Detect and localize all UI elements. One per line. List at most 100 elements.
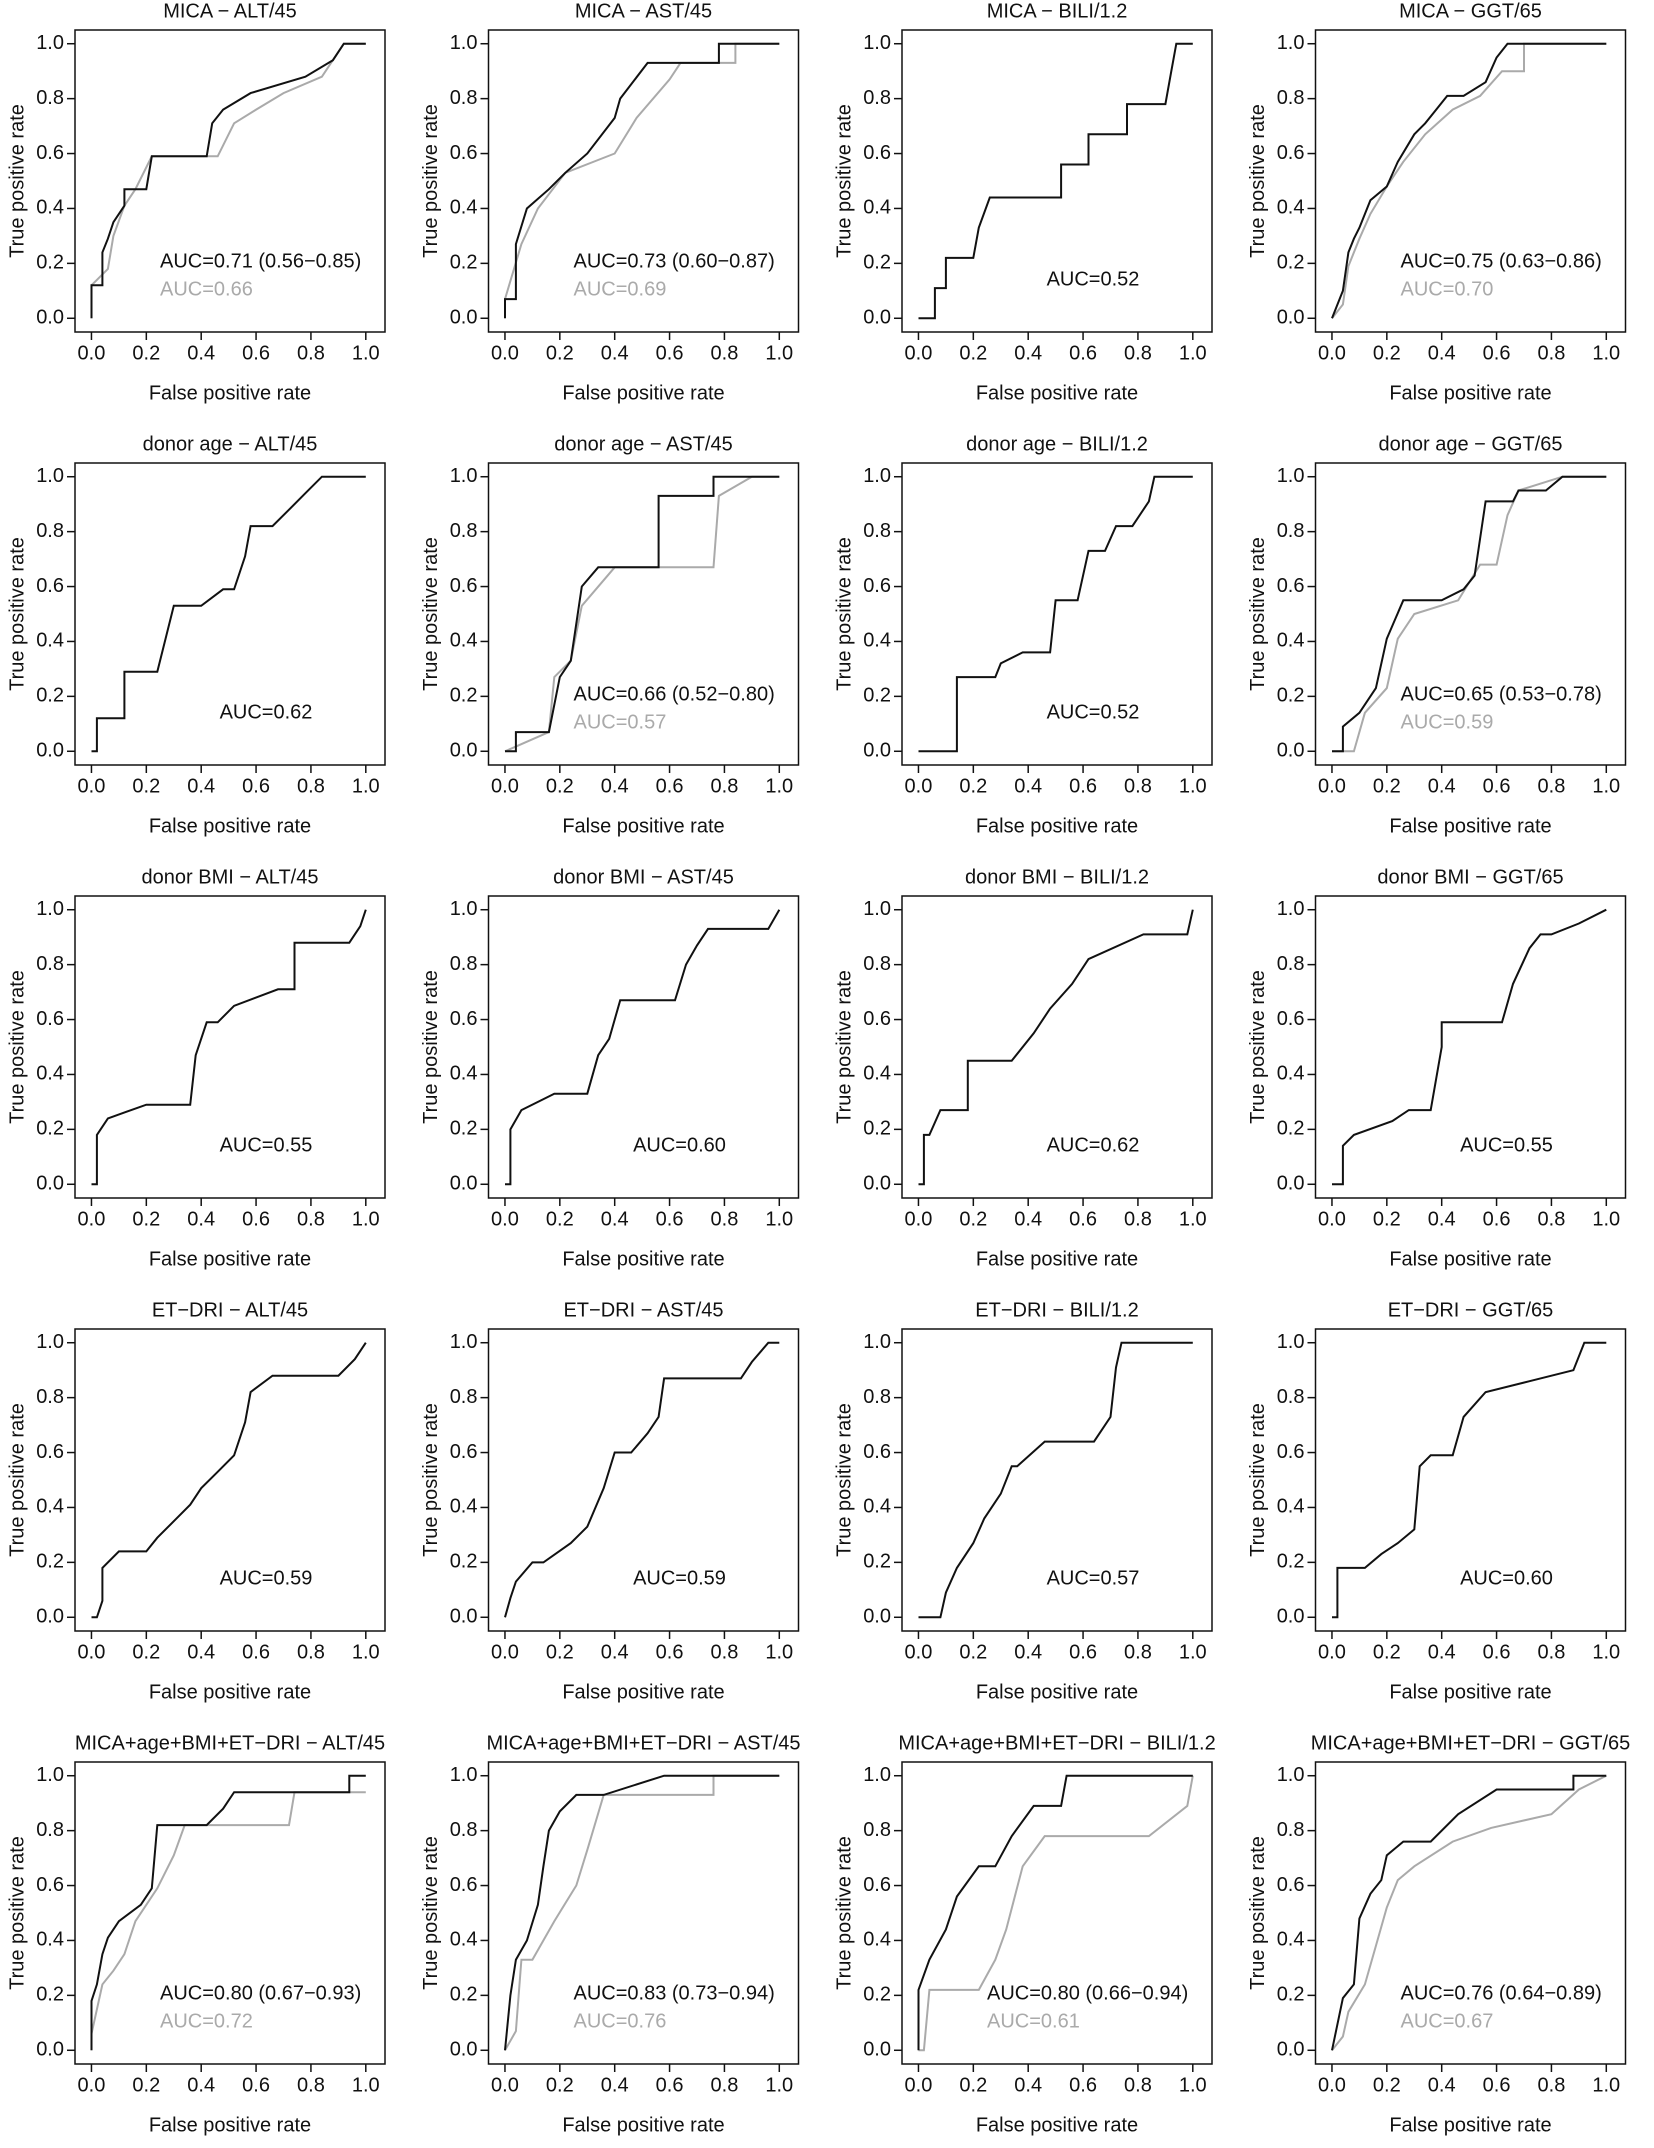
plot-frame (74, 895, 386, 1199)
x-tick-label: 0.4 (601, 1641, 629, 1663)
roc-curve (504, 42, 780, 319)
y-axis-label: True positive rate (1247, 104, 1269, 258)
y-tick-label: 0.0 (36, 740, 64, 762)
y-tick-label: 0.4 (36, 1929, 64, 1951)
x-tick-label: 0.6 (656, 2074, 684, 2096)
plot-frame (1314, 1328, 1627, 1632)
y-tick-label: 0.4 (1277, 1929, 1305, 1951)
auc-annotation: AUC=0.76 (0.64−0.89) (1401, 1982, 1602, 2004)
x-tick-label: 0.8 (297, 1208, 325, 1230)
roc-curve (1331, 42, 1607, 319)
x-tick-label: 1.0 (765, 1208, 793, 1230)
x-tick-label: 0.8 (1124, 2074, 1152, 2096)
x-tick-label: 0.8 (711, 342, 739, 364)
x-tick-label: 0.6 (656, 775, 684, 797)
y-tick-label: 1.0 (863, 465, 891, 487)
x-tick-label: 0.0 (1318, 2074, 1346, 2096)
y-tick-label: 0.2 (863, 1984, 891, 2006)
x-tick-label: 0.6 (1069, 775, 1097, 797)
x-tick-label: 0.2 (959, 775, 987, 797)
x-axis-label: False positive rate (149, 2114, 311, 2136)
y-tick-label: 0.2 (450, 685, 478, 707)
y-tick-label: 1.0 (1277, 898, 1305, 920)
x-tick-label: 0.2 (546, 1641, 574, 1663)
x-tick-label: 1.0 (352, 1641, 380, 1663)
y-tick-label: 0.4 (450, 630, 478, 652)
roc-curve (918, 475, 1193, 753)
x-tick-label: 0.4 (187, 1641, 215, 1663)
x-axis-label: False positive rate (1389, 382, 1551, 404)
y-tick-label: 0.2 (36, 1551, 64, 1573)
x-tick-label: 0.4 (601, 775, 629, 797)
y-tick-label: 0.2 (1277, 252, 1305, 274)
y-tick-label: 0.6 (863, 142, 891, 164)
auc-annotation: AUC=0.60 (633, 1134, 726, 1156)
plot-frame (74, 462, 386, 766)
y-tick-label: 0.2 (863, 1551, 891, 1573)
y-tick-label: 1.0 (1277, 32, 1305, 54)
x-tick-label: 1.0 (1592, 342, 1620, 364)
x-tick-label: 0.4 (601, 342, 629, 364)
x-tick-label: 0.4 (187, 342, 215, 364)
y-axis-label: True positive rate (833, 104, 855, 258)
x-tick-label: 0.0 (491, 1208, 519, 1230)
x-tick-label: 0.6 (242, 1641, 270, 1663)
y-tick-label: 1.0 (36, 465, 64, 487)
x-axis-label: False positive rate (562, 2114, 724, 2136)
chart-title: MICA+age+BMI+ET−DRI − GGT/65 (1311, 1732, 1631, 1754)
chart-title: ET−DRI − GGT/65 (1388, 1299, 1554, 1321)
y-tick-label: 0.2 (450, 1984, 478, 2006)
chart-title: ET−DRI − AST/45 (563, 1299, 723, 1321)
y-tick-label: 0.2 (36, 685, 64, 707)
x-tick-label: 0.4 (1428, 342, 1456, 364)
x-tick-label: 1.0 (1592, 775, 1620, 797)
y-tick-label: 0.4 (36, 1496, 64, 1518)
x-axis-label: False positive rate (149, 815, 311, 837)
x-tick-label: 1.0 (352, 1208, 380, 1230)
x-axis-label: False positive rate (562, 1248, 724, 1270)
x-tick-label: 0.4 (1014, 2074, 1042, 2096)
auc-annotation: AUC=0.66 (0.52−0.80) (574, 683, 775, 705)
y-tick-label: 1.0 (863, 898, 891, 920)
y-tick-label: 0.2 (36, 1984, 64, 2006)
x-tick-label: 1.0 (1592, 2074, 1620, 2096)
auc-annotation: AUC=0.67 (1401, 2010, 1494, 2032)
y-axis-label: True positive rate (6, 970, 28, 1124)
x-tick-label: 0.8 (711, 775, 739, 797)
x-tick-label: 0.2 (132, 775, 160, 797)
y-tick-label: 0.0 (36, 307, 64, 329)
auc-annotation: AUC=0.66 (160, 278, 253, 300)
y-tick-label: 0.2 (1277, 1551, 1305, 1573)
y-tick-label: 0.6 (36, 1441, 64, 1463)
y-axis-label: True positive rate (833, 1836, 855, 1990)
y-tick-label: 0.8 (1277, 520, 1305, 542)
y-tick-label: 1.0 (1277, 1331, 1305, 1353)
y-tick-label: 0.2 (1277, 685, 1305, 707)
y-tick-label: 0.0 (1277, 1606, 1305, 1628)
x-tick-label: 0.8 (711, 1208, 739, 1230)
auc-annotation: AUC=0.52 (1047, 268, 1140, 290)
x-tick-label: 0.4 (1014, 342, 1042, 364)
x-tick-label: 0.0 (491, 1641, 519, 1663)
roc-curve (91, 475, 366, 753)
roc-curve (1331, 1774, 1607, 2051)
y-tick-label: 0.4 (1277, 1063, 1305, 1085)
y-tick-label: 0.4 (1277, 197, 1305, 219)
y-tick-label: 1.0 (863, 32, 891, 54)
x-axis-label: False positive rate (1389, 1681, 1551, 1703)
y-axis-label: True positive rate (833, 1403, 855, 1557)
roc-curve (91, 1342, 367, 1619)
x-axis-label: False positive rate (149, 1248, 311, 1270)
y-tick-label: 0.6 (1277, 1874, 1305, 1896)
x-tick-label: 0.4 (187, 775, 215, 797)
x-tick-label: 0.0 (1318, 1208, 1346, 1230)
y-tick-label: 0.6 (1277, 142, 1305, 164)
y-tick-label: 0.8 (36, 87, 64, 109)
auc-annotation: AUC=0.80 (0.66−0.94) (987, 1982, 1188, 2004)
y-tick-label: 0.4 (36, 630, 64, 652)
y-axis-label: True positive rate (420, 537, 442, 691)
x-tick-label: 0.6 (1483, 1208, 1511, 1230)
y-tick-label: 1.0 (450, 32, 478, 54)
y-tick-label: 0.0 (36, 2039, 64, 2061)
y-tick-label: 0.0 (450, 2039, 478, 2061)
